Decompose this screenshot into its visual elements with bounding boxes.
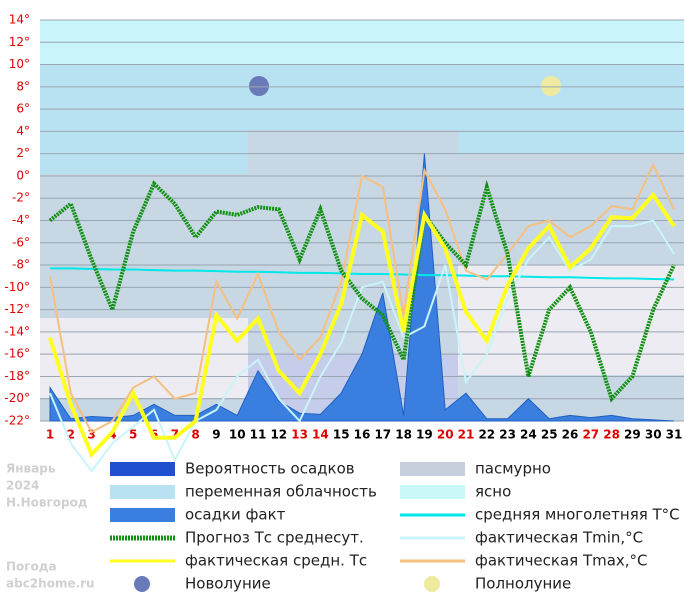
y-tick-label: -8° [12, 258, 30, 272]
x-tick-label: 20 [437, 428, 454, 442]
legend-label: осадки факт [185, 506, 286, 524]
year: 2024 [6, 479, 39, 493]
x-tick-label: 29 [624, 428, 641, 442]
legend-label: Прогноз Тс среднесут. [185, 529, 364, 547]
y-tick-label: -20° [4, 391, 30, 405]
x-tick-label: 10 [229, 428, 246, 442]
legend-label: фактическая Tmin,°C [475, 529, 643, 547]
y-tick-label: 4° [16, 124, 30, 138]
x-tick-label: 30 [645, 428, 662, 442]
site: abc2home.ru [6, 577, 95, 591]
y-tick-label: 2° [16, 146, 30, 160]
month: Январь [6, 462, 56, 476]
y-tick-label: 8° [16, 79, 30, 93]
y-tick-label: 14° [9, 13, 30, 27]
y-tick-label: -4° [12, 213, 30, 227]
side-text: Январь 2024 Н.Новгород Погода abc2home.r… [6, 462, 95, 591]
y-tick-label: 0° [16, 168, 30, 182]
x-tick-label: 26 [562, 428, 579, 442]
x-tick-label: 11 [250, 428, 267, 442]
x-tick-label: 7 [171, 428, 179, 442]
x-tick-label: 13 [291, 428, 308, 442]
x-tick-label: 18 [395, 428, 412, 442]
site-title: Погода [6, 560, 57, 574]
x-tick-label: 5 [129, 428, 137, 442]
y-tick-label: -12° [4, 302, 30, 316]
legend-label: Новолуние [185, 575, 271, 593]
series-line [49, 162, 675, 434]
legend-swatch [110, 462, 175, 476]
x-tick-label: 19 [416, 428, 433, 442]
x-tick-label: 1 [46, 428, 54, 442]
series-line [50, 267, 675, 281]
x-tick-label: 16 [354, 428, 371, 442]
y-tick-label: -18° [4, 369, 30, 383]
x-tick-label: 3 [87, 428, 95, 442]
x-tick-label: 12 [270, 428, 287, 442]
x-tick-label: 22 [478, 428, 495, 442]
series-line [48, 179, 676, 403]
series-line [48, 191, 676, 459]
x-tick-label: 21 [458, 428, 475, 442]
legend-swatch [110, 485, 175, 499]
x-tick-label: 8 [191, 428, 199, 442]
legend-swatch [134, 576, 150, 592]
y-tick-label: -10° [4, 280, 30, 294]
legend-label: ясно [475, 483, 511, 501]
x-tick-label: 25 [541, 428, 558, 442]
legend-label: Вероятность осадков [185, 460, 355, 478]
x-tick-label: 15 [333, 428, 350, 442]
x-tick-label: 27 [582, 428, 599, 442]
x-tick-label: 9 [212, 428, 220, 442]
city: Н.Новгород [6, 496, 88, 510]
legend-swatch [110, 508, 175, 522]
x-tick-label: 14 [312, 428, 329, 442]
legend-swatch [400, 462, 465, 476]
legend-label: переменная облачность [185, 483, 377, 501]
legend-label: фактическая Tmax,°C [475, 552, 648, 570]
legend-swatch [424, 576, 440, 592]
y-tick-label: -16° [4, 347, 30, 361]
x-tick-label: 31 [666, 428, 683, 442]
legend-label: Полнолуние [475, 575, 571, 593]
y-tick-label: 6° [16, 102, 30, 116]
x-tick-label: 23 [499, 428, 516, 442]
legend-label: пасмурно [475, 460, 551, 478]
y-tick-label: -14° [4, 324, 30, 338]
y-tick-label: -2° [12, 191, 30, 205]
y-tick-label: 10° [9, 57, 30, 71]
y-tick-label: 12° [9, 35, 30, 49]
legend-label: средняя многолетняя T°C [475, 506, 680, 524]
series-line [49, 219, 675, 473]
y-tick-label: -22° [4, 414, 30, 428]
y-tick-label: -6° [12, 235, 30, 249]
x-tick-label: 28 [603, 428, 620, 442]
x-tick-label: 2 [67, 428, 75, 442]
legend-swatch [400, 485, 465, 499]
x-tick-label: 17 [374, 428, 391, 442]
legend-label: фактическая средн. Тс [185, 552, 367, 570]
x-tick-label: 24 [520, 428, 537, 442]
